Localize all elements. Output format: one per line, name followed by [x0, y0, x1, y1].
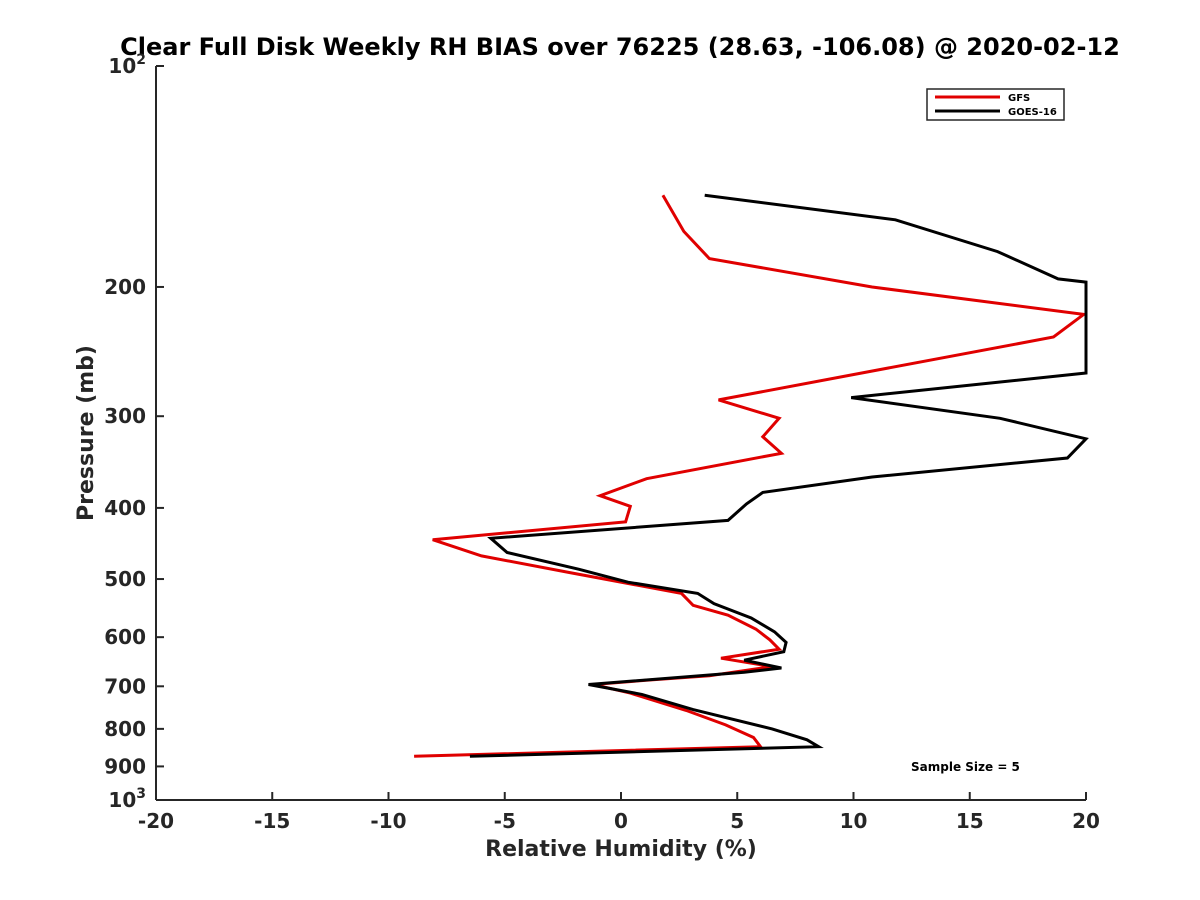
x-tick-label: 15 — [956, 809, 984, 833]
y-tick-label: 300 — [104, 404, 146, 428]
x-tick-label: 0 — [614, 809, 628, 833]
chart-title: Clear Full Disk Weekly RH BIAS over 7622… — [120, 33, 1120, 61]
x-tick-label: 20 — [1072, 809, 1100, 833]
y-tick-label: 103 — [108, 786, 146, 812]
series-lines — [414, 193, 1089, 758]
y-tick-label: 700 — [104, 674, 146, 698]
y-tick-exponent: 2 — [136, 52, 146, 68]
y-tick-label: 400 — [104, 496, 146, 520]
legend-label-goes16: GOES-16 — [1008, 107, 1057, 118]
legend-label-gfs: GFS — [1008, 93, 1030, 104]
y-tick-base: 10 — [108, 54, 136, 78]
y-tick-label: 800 — [104, 717, 146, 741]
x-tick-label: -10 — [370, 809, 406, 833]
y-tick-label: 900 — [104, 754, 146, 778]
x-tick-label: -5 — [494, 809, 516, 833]
y-tick-label: 600 — [104, 625, 146, 649]
x-tick-label: -20 — [138, 809, 174, 833]
x-tick-label: -15 — [254, 809, 290, 833]
plot-area: -20 -15 -10 -5 0 5 10 15 20 10220030040050060070… — [104, 52, 1100, 833]
x-tick-label: 5 — [730, 809, 744, 833]
y-tick-base: 10 — [108, 788, 136, 812]
y-tick-label: 200 — [104, 275, 146, 299]
x-axis-ticks: -20 -15 -10 -5 0 5 10 15 20 — [138, 792, 1100, 833]
y-axis-label: Pressure (mb) — [74, 345, 99, 521]
y-tick-label: 500 — [104, 567, 146, 591]
series-line-goes-16 — [469, 193, 1089, 758]
legend: GFS GOES-16 — [926, 88, 1065, 121]
x-axis-label: Relative Humidity (%) — [485, 837, 757, 862]
x-tick-label: 10 — [840, 809, 868, 833]
sample-size-annotation: Sample Size = 5 — [911, 760, 1020, 774]
legend-box — [926, 88, 1065, 121]
y-tick-label: 102 — [108, 52, 146, 78]
y-tick-exponent: 3 — [136, 786, 146, 802]
